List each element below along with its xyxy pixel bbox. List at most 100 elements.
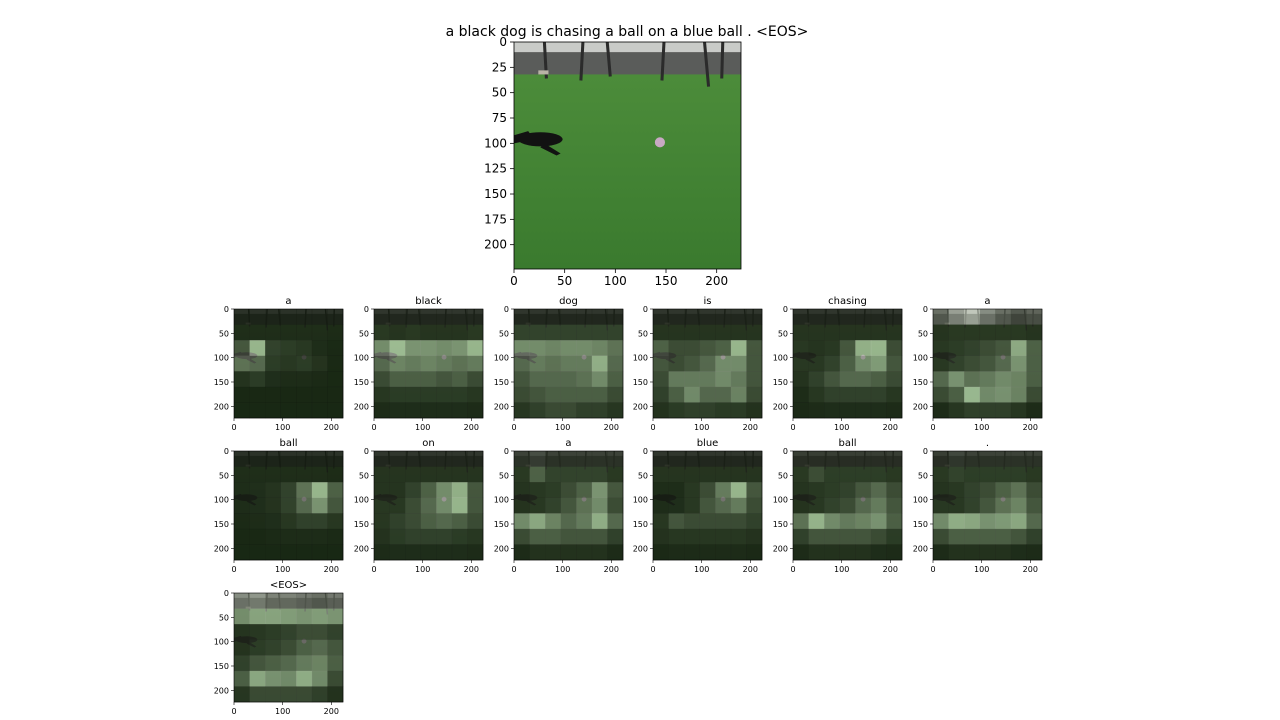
attention-cell: [327, 686, 344, 703]
panel-frame: [652, 308, 763, 419]
attention-cell: [327, 639, 344, 656]
attention-cell: [808, 466, 825, 483]
attention-cell: [746, 466, 763, 483]
attention-cell: [560, 497, 577, 514]
attention-cell: [668, 371, 685, 388]
attention-cell: [451, 466, 468, 483]
attention-panel: is 0 100 200 0 50 100 150 200: [633, 296, 763, 432]
attention-cell: [684, 513, 701, 530]
panel-y-tick-label: 200: [773, 544, 788, 553]
attention-cell: [607, 466, 624, 483]
attention-cell: [249, 655, 266, 672]
attention-cell: [327, 371, 344, 388]
attention-cell: [746, 309, 763, 325]
attention-cell: [560, 340, 577, 357]
attention-panel: . 0 100 200 0 50 100 150 200: [913, 438, 1043, 574]
attention-cell: [948, 309, 965, 325]
attention-cell: [948, 324, 965, 341]
attention-cell: [405, 402, 422, 419]
attention-cell: [1010, 466, 1027, 483]
attention-cell: [311, 402, 328, 419]
attention-cell: [249, 497, 266, 514]
attention-cell: [995, 451, 1012, 467]
attention-cell: [234, 655, 250, 672]
panel-word-label: a: [285, 296, 291, 307]
attention-cell: [467, 324, 484, 341]
attention-cell: [839, 324, 856, 341]
panel-y-tick-label: 0: [224, 447, 229, 456]
attention-cell: [793, 513, 809, 530]
panel-y-tick-label: 100: [773, 496, 788, 505]
attention-cell: [1010, 513, 1027, 530]
panel-y-tick-label: 0: [923, 447, 928, 456]
attention-cell: [1026, 482, 1043, 499]
attention-cell: [607, 544, 624, 561]
attention-cell: [1010, 482, 1027, 499]
attention-cell: [855, 324, 872, 341]
attention-cell: [839, 451, 856, 467]
attention-cell: [296, 482, 313, 499]
attention-cell: [870, 451, 887, 467]
attention-cell: [886, 482, 903, 499]
attention-cell: [280, 402, 297, 419]
attention-cell: [730, 497, 747, 514]
attention-cell: [265, 482, 282, 499]
attention-cell: [436, 355, 453, 372]
panel-frame: [652, 450, 763, 561]
attention-cell: [591, 386, 608, 403]
attention-cell: [995, 402, 1012, 419]
attention-cell: [839, 544, 856, 561]
attention-cell: [265, 466, 282, 483]
attention-cell: [296, 402, 313, 419]
attention-cell: [808, 528, 825, 545]
attention-cell: [327, 309, 344, 325]
attention-cell: [684, 324, 701, 341]
attention-cell: [964, 497, 981, 514]
panel-frame: [233, 308, 344, 419]
attention-cell: [311, 544, 328, 561]
attention-cell: [684, 466, 701, 483]
attention-cell: [280, 670, 297, 687]
attention-cell: [886, 451, 903, 467]
panel-x-tick-label: 200: [743, 565, 758, 574]
panel-frame: [233, 450, 344, 561]
panel-y-tick-label: 0: [783, 305, 788, 314]
attention-cell: [948, 340, 965, 357]
panel-y-tick-label: 200: [913, 402, 928, 411]
attention-cell: [730, 466, 747, 483]
attention-cell: [964, 528, 981, 545]
attention-cell: [405, 386, 422, 403]
panel-x-tick-label: 100: [415, 565, 430, 574]
attention-cell: [249, 639, 266, 656]
panel-x-tick-label: 0: [790, 565, 795, 574]
attention-cell: [808, 451, 825, 467]
panel-y-tick-label: 50: [499, 471, 509, 480]
attention-cell: [1010, 451, 1027, 467]
attention-cell: [1026, 497, 1043, 514]
attention-cell: [746, 497, 763, 514]
attention-cell: [793, 371, 809, 388]
panel-y-tick-label: 50: [638, 471, 648, 480]
attention-cell: [451, 482, 468, 499]
panel-y-tick-label: 0: [364, 447, 369, 456]
attention-cell: [591, 355, 608, 372]
panel-x-tick-label: 100: [834, 565, 849, 574]
attention-cell: [793, 451, 809, 467]
attention-cell: [467, 497, 484, 514]
attention-cell: [839, 355, 856, 372]
panel-y-tick-label: 50: [918, 471, 928, 480]
panel-frame: [373, 308, 484, 419]
attention-cell: [855, 371, 872, 388]
attention-cell: [653, 324, 669, 341]
attention-cell: [746, 386, 763, 403]
attention-cell: [576, 386, 593, 403]
attention-cell: [389, 371, 406, 388]
attention-cell: [607, 324, 624, 341]
attention-cell: [545, 309, 562, 325]
attention-cell: [699, 513, 716, 530]
attention-cell: [389, 402, 406, 419]
attention-cell: [653, 386, 669, 403]
panel-x-tick-label: 100: [974, 423, 989, 432]
attention-cell: [995, 482, 1012, 499]
